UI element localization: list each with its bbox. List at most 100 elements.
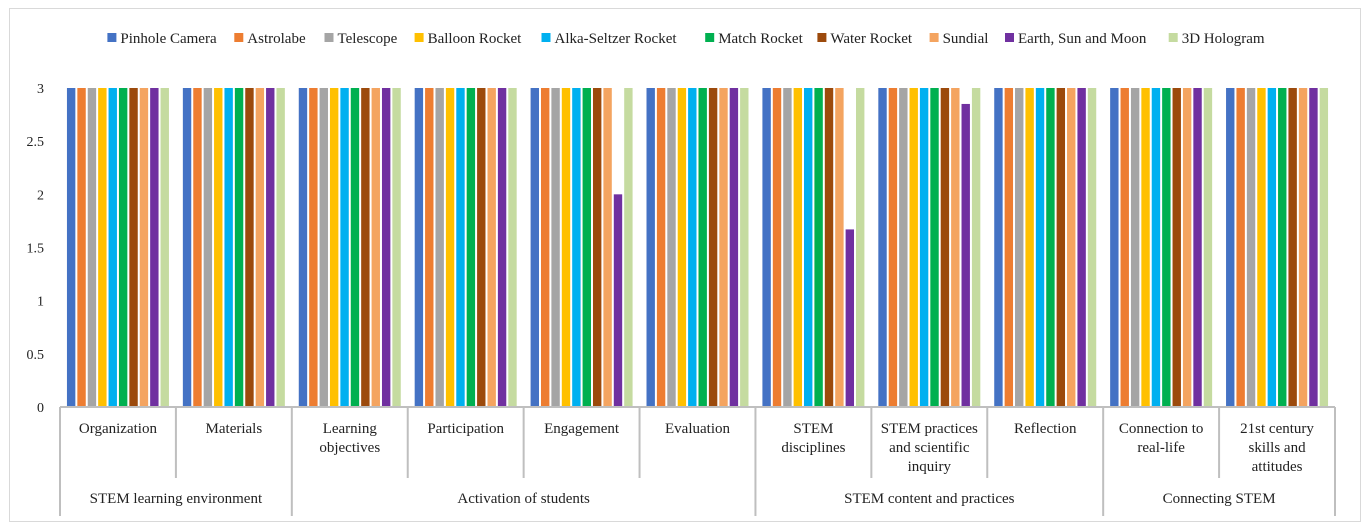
legend-swatch [234, 33, 244, 42]
bar [888, 88, 898, 407]
bar [1267, 88, 1277, 407]
bar [1015, 88, 1024, 407]
bar [371, 88, 380, 407]
bar [1162, 88, 1171, 407]
group-label: STEM content and practices [844, 491, 1015, 507]
bar [160, 88, 169, 407]
bar [530, 88, 539, 407]
bar [309, 88, 318, 407]
x-tick-label: real-life [1137, 440, 1185, 456]
legend-label: Balloon Rocket [428, 31, 523, 47]
bar [87, 88, 97, 407]
bar [899, 88, 908, 407]
bar [909, 88, 918, 407]
bar [361, 88, 370, 407]
bar [708, 88, 718, 407]
bar [572, 88, 581, 407]
bar [835, 88, 844, 407]
x-tick-label: skills and [1248, 440, 1306, 456]
x-tick-label: Learning [323, 421, 378, 437]
bar [1151, 88, 1161, 407]
bar [319, 88, 328, 407]
bar [487, 88, 496, 407]
bar [1298, 88, 1308, 407]
bar [245, 88, 254, 407]
legend-label: Pinhole Camera [120, 31, 217, 47]
x-tick-label: disciplines [781, 440, 845, 456]
bar [108, 88, 117, 407]
bar [677, 88, 687, 407]
bar [77, 88, 86, 407]
bar [646, 88, 655, 407]
bar [193, 88, 202, 407]
bar [814, 88, 823, 407]
bar [719, 88, 728, 407]
bar [1319, 88, 1329, 407]
x-tick-label: and scientific [889, 440, 970, 456]
bar [603, 88, 612, 407]
bar [139, 88, 149, 407]
bar [456, 88, 465, 407]
bar [66, 88, 76, 407]
bar [1130, 88, 1140, 407]
bar [1226, 88, 1235, 407]
x-tick-label: 21st century [1240, 421, 1314, 437]
legend-swatch [929, 33, 939, 42]
bar [414, 88, 424, 407]
bar [940, 88, 950, 407]
bar [497, 88, 507, 407]
bar [508, 88, 517, 407]
x-tick-label: Participation [427, 421, 504, 437]
legend-label: Match Rocket [718, 31, 803, 47]
bar [350, 88, 360, 407]
legend-label: Astrolabe [247, 31, 306, 47]
bar [878, 88, 887, 407]
bar [392, 88, 401, 407]
bar [624, 88, 633, 407]
bar [793, 88, 803, 407]
legend-label: Alka-Seltzer Rocket [555, 31, 678, 47]
bar [1246, 88, 1256, 407]
bar [551, 88, 560, 407]
bar [971, 88, 981, 407]
bar [214, 88, 223, 407]
bar [688, 88, 697, 407]
bar [994, 88, 1003, 407]
bar [203, 88, 213, 407]
y-tick-label: 2.5 [27, 135, 45, 150]
bar [118, 88, 128, 407]
bar [1087, 88, 1097, 407]
x-tick-label: STEM practices [881, 421, 978, 437]
legend-label: Telescope [338, 31, 398, 47]
bar [856, 88, 865, 407]
x-tick-label: Organization [79, 421, 158, 437]
bar [1203, 88, 1213, 407]
bar [234, 88, 244, 407]
bar [329, 88, 339, 407]
x-tick-label: Reflection [1014, 421, 1077, 437]
group-label: Activation of students [457, 491, 590, 507]
legend-swatch [324, 33, 334, 42]
bar [445, 88, 455, 407]
x-tick-label: Engagement [544, 421, 620, 437]
group-label: STEM learning environment [90, 491, 263, 507]
bar [266, 88, 275, 407]
bar [1046, 88, 1055, 407]
bar [1067, 88, 1076, 407]
legend-swatch [541, 33, 551, 42]
x-tick-label: inquiry [908, 459, 952, 475]
y-tick-label: 2 [37, 188, 44, 203]
bar [762, 88, 771, 407]
bar [1110, 88, 1119, 407]
legend-swatch [107, 33, 117, 42]
bar [1056, 88, 1066, 407]
bar [824, 88, 834, 407]
bar [98, 88, 107, 407]
bar [150, 88, 159, 407]
x-tick-label: attitudes [1252, 459, 1303, 475]
y-tick-label: 1.5 [27, 242, 45, 257]
y-tick-label: 0.5 [27, 348, 45, 363]
bar [425, 88, 434, 407]
x-tick-label: Evaluation [665, 421, 730, 437]
